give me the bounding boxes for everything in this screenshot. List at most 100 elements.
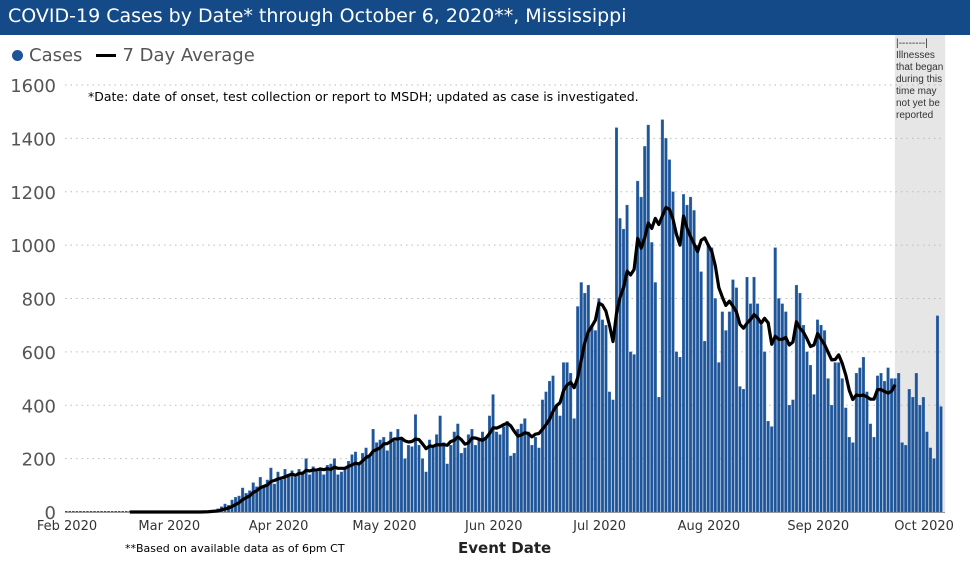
bar bbox=[699, 271, 703, 513]
bar bbox=[727, 311, 731, 513]
bar bbox=[632, 354, 636, 513]
bar bbox=[318, 469, 322, 513]
bar bbox=[583, 292, 587, 513]
bar bbox=[551, 375, 555, 513]
bar bbox=[770, 426, 774, 513]
x-tick-label: Feb 2020 bbox=[37, 519, 97, 534]
bar bbox=[674, 351, 678, 513]
bar bbox=[777, 298, 781, 513]
x-tick-label: Apr 2020 bbox=[249, 519, 309, 534]
bar bbox=[868, 423, 872, 513]
bar bbox=[847, 437, 851, 513]
bar bbox=[752, 276, 756, 513]
bar bbox=[262, 485, 266, 513]
bar bbox=[117, 511, 121, 512]
bar bbox=[396, 429, 400, 513]
bar bbox=[484, 437, 488, 513]
bar bbox=[505, 421, 509, 513]
bar bbox=[925, 431, 929, 513]
bar bbox=[540, 399, 544, 513]
bar bbox=[593, 330, 597, 513]
bar bbox=[516, 429, 520, 513]
bar bbox=[604, 324, 608, 513]
bar bbox=[741, 389, 745, 513]
bar bbox=[837, 362, 841, 513]
x-tick-label: Jul 2020 bbox=[572, 519, 626, 534]
bar bbox=[766, 421, 770, 513]
footnote: **Based on available data as of 6pm CT bbox=[125, 542, 345, 555]
bar bbox=[438, 415, 442, 513]
bar bbox=[914, 373, 918, 513]
bar bbox=[636, 180, 640, 513]
bar bbox=[562, 362, 566, 513]
y-tick-label: 200 bbox=[22, 450, 56, 471]
bar bbox=[682, 194, 686, 513]
bar bbox=[294, 477, 298, 513]
bar bbox=[110, 511, 114, 512]
bar bbox=[258, 477, 262, 513]
bar bbox=[935, 315, 939, 513]
bar bbox=[519, 423, 523, 513]
bar bbox=[544, 391, 548, 513]
bar bbox=[442, 442, 446, 513]
bar bbox=[590, 324, 594, 513]
bar bbox=[861, 357, 865, 513]
y-tick-label: 400 bbox=[22, 396, 56, 417]
bar bbox=[724, 330, 728, 513]
bar bbox=[89, 511, 93, 512]
bar bbox=[357, 463, 361, 513]
bar bbox=[664, 138, 668, 513]
bar bbox=[625, 204, 629, 513]
bar bbox=[763, 351, 767, 513]
bar bbox=[413, 414, 417, 513]
bar bbox=[431, 447, 435, 513]
incomplete-period-note: |--------| Illnesses that began during t… bbox=[896, 38, 944, 121]
bar bbox=[794, 284, 798, 513]
bar bbox=[121, 511, 125, 512]
bar bbox=[403, 458, 407, 513]
bar bbox=[897, 373, 901, 513]
bar bbox=[678, 357, 682, 513]
bar bbox=[498, 434, 502, 513]
bar bbox=[692, 210, 696, 513]
bar bbox=[653, 282, 657, 513]
bar bbox=[445, 463, 449, 513]
bar bbox=[279, 479, 283, 513]
x-tick-label: Aug 2020 bbox=[678, 519, 741, 534]
cases-legend-marker bbox=[12, 50, 23, 61]
bar bbox=[805, 351, 809, 513]
bar bbox=[72, 511, 75, 512]
x-tick-label: May 2020 bbox=[352, 519, 416, 534]
bar bbox=[537, 447, 541, 513]
bar bbox=[830, 405, 834, 513]
bar bbox=[96, 511, 100, 512]
bar bbox=[844, 407, 848, 513]
x-tick-label: Oct 2020 bbox=[894, 519, 954, 534]
bar bbox=[597, 298, 601, 513]
bar bbox=[304, 458, 308, 513]
bar bbox=[696, 244, 700, 513]
bar bbox=[780, 303, 784, 513]
bar bbox=[939, 406, 943, 513]
bar bbox=[466, 434, 470, 513]
bar bbox=[745, 276, 749, 513]
bar bbox=[526, 431, 530, 513]
y-tick-label: 800 bbox=[22, 290, 56, 311]
bar bbox=[879, 373, 883, 513]
bar bbox=[710, 247, 714, 513]
bar bbox=[459, 453, 463, 513]
bar bbox=[893, 378, 897, 513]
bar bbox=[816, 319, 820, 513]
bar bbox=[114, 511, 117, 512]
bar bbox=[907, 389, 911, 513]
bar bbox=[346, 461, 350, 513]
bar bbox=[555, 405, 559, 513]
bar bbox=[325, 465, 329, 513]
bar bbox=[495, 431, 499, 513]
bar bbox=[890, 378, 894, 513]
bar bbox=[385, 450, 389, 513]
bar bbox=[392, 441, 396, 513]
bar bbox=[706, 244, 710, 513]
title-bar: COVID-19 Cases by Date* through October … bbox=[0, 0, 970, 35]
